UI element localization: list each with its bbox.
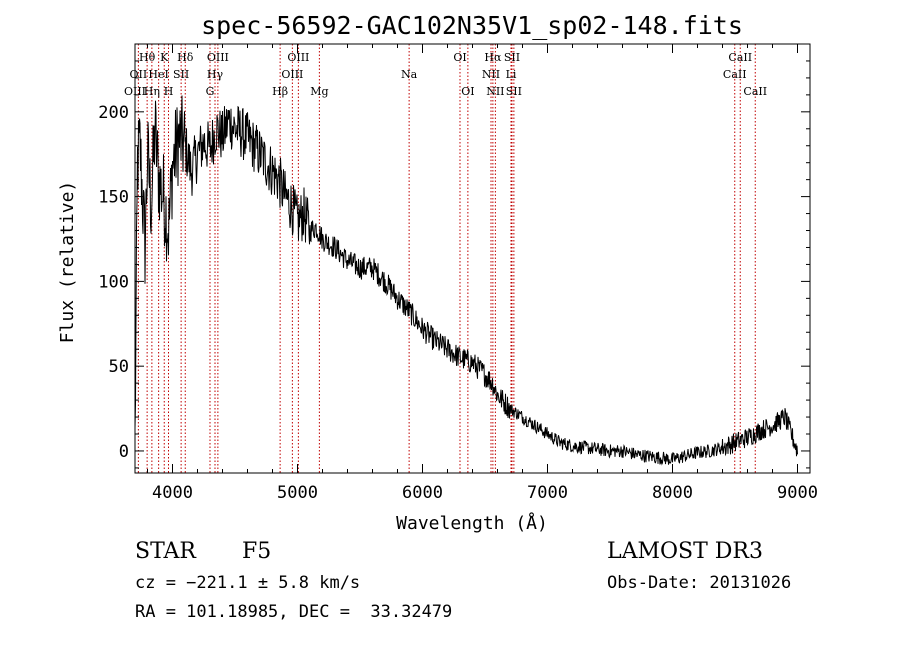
plot-frame	[134, 43, 811, 474]
coordinates-text: RA = 101.18985, DEC = 33.32479	[135, 602, 453, 622]
line-marker-label-9: G	[206, 85, 215, 98]
line-marker-label-18: OI	[461, 85, 474, 98]
line-marker-labels: HθOIIOIIIHηHeIKSIIHHδGHγOIIIHβOIIIOIIIMg…	[124, 51, 767, 98]
line-marker-label-0: Hθ	[139, 51, 156, 64]
line-marker-label-4: HeI	[148, 68, 168, 81]
line-marker-label-24: SII	[506, 85, 522, 98]
spectrum-group	[134, 95, 798, 466]
line-marker-label-19: NII	[482, 68, 500, 81]
y-tick-label-1: 50	[109, 357, 129, 377]
y-tick-label-4: 200	[98, 103, 129, 123]
y-tick-label-2: 100	[98, 272, 129, 292]
line-marker-label-13: OIII	[281, 68, 303, 81]
chart-title: spec-56592-GAC102N35V1_sp02-148.fits	[201, 11, 743, 40]
line-marker-label-20: Hα	[484, 51, 502, 64]
object-subclass: F5	[242, 539, 272, 564]
line-marker-label-23: SII	[504, 51, 520, 64]
x-tick-label-4: 8000	[652, 483, 693, 503]
y-axis-ticks: 0 50 100 150 200	[98, 60, 810, 469]
x-axis-ticks: 4000 5000 6000 7000 8000 9000	[147, 44, 818, 503]
line-marker-label-10: Hγ	[207, 68, 224, 81]
spectrum-line	[134, 95, 798, 466]
survey-label: LAMOST DR3	[607, 539, 763, 564]
line-marker-label-16: Na	[401, 68, 418, 81]
line-marker-label-1: OII	[130, 68, 148, 81]
line-marker-label-3: Hη	[144, 85, 160, 98]
redshift-text: cz = −221.1 ± 5.8 km/s	[135, 573, 361, 593]
line-marker-label-6: SII	[173, 68, 189, 81]
line-marker-label-12: Hβ	[272, 85, 288, 98]
x-tick-label-2: 6000	[402, 483, 443, 503]
x-tick-label-5: 9000	[777, 483, 818, 503]
line-marker-label-8: Hδ	[177, 51, 194, 64]
x-axis-label: Wavelength (Å)	[396, 512, 548, 534]
line-marker-label-17: OI	[453, 51, 466, 64]
object-class: STAR	[135, 539, 196, 564]
obs-date-text: Obs-Date: 20131026	[607, 573, 792, 593]
y-tick-label-3: 150	[98, 188, 129, 208]
line-marker-label-27: CaII	[743, 85, 767, 98]
x-tick-label-1: 5000	[277, 483, 318, 503]
line-marker-label-25: CaII	[723, 68, 747, 81]
line-marker-label-26: CaII	[728, 51, 752, 64]
line-markers	[134, 44, 756, 473]
y-tick-label-0: 0	[119, 442, 129, 462]
line-marker-label-7: H	[164, 85, 174, 98]
line-marker-label-5: K	[160, 51, 169, 64]
line-marker-label-11: OIII	[207, 51, 229, 64]
line-marker-label-22: Li	[506, 68, 517, 81]
x-tick-label-3: 7000	[527, 483, 568, 503]
line-marker-label-14: OIII	[287, 51, 309, 64]
line-marker-label-15: Mg	[310, 85, 328, 98]
line-marker-label-21: NII	[486, 85, 504, 98]
x-tick-label-0: 4000	[152, 483, 193, 503]
y-axis-label: Flux (relative)	[57, 181, 78, 344]
